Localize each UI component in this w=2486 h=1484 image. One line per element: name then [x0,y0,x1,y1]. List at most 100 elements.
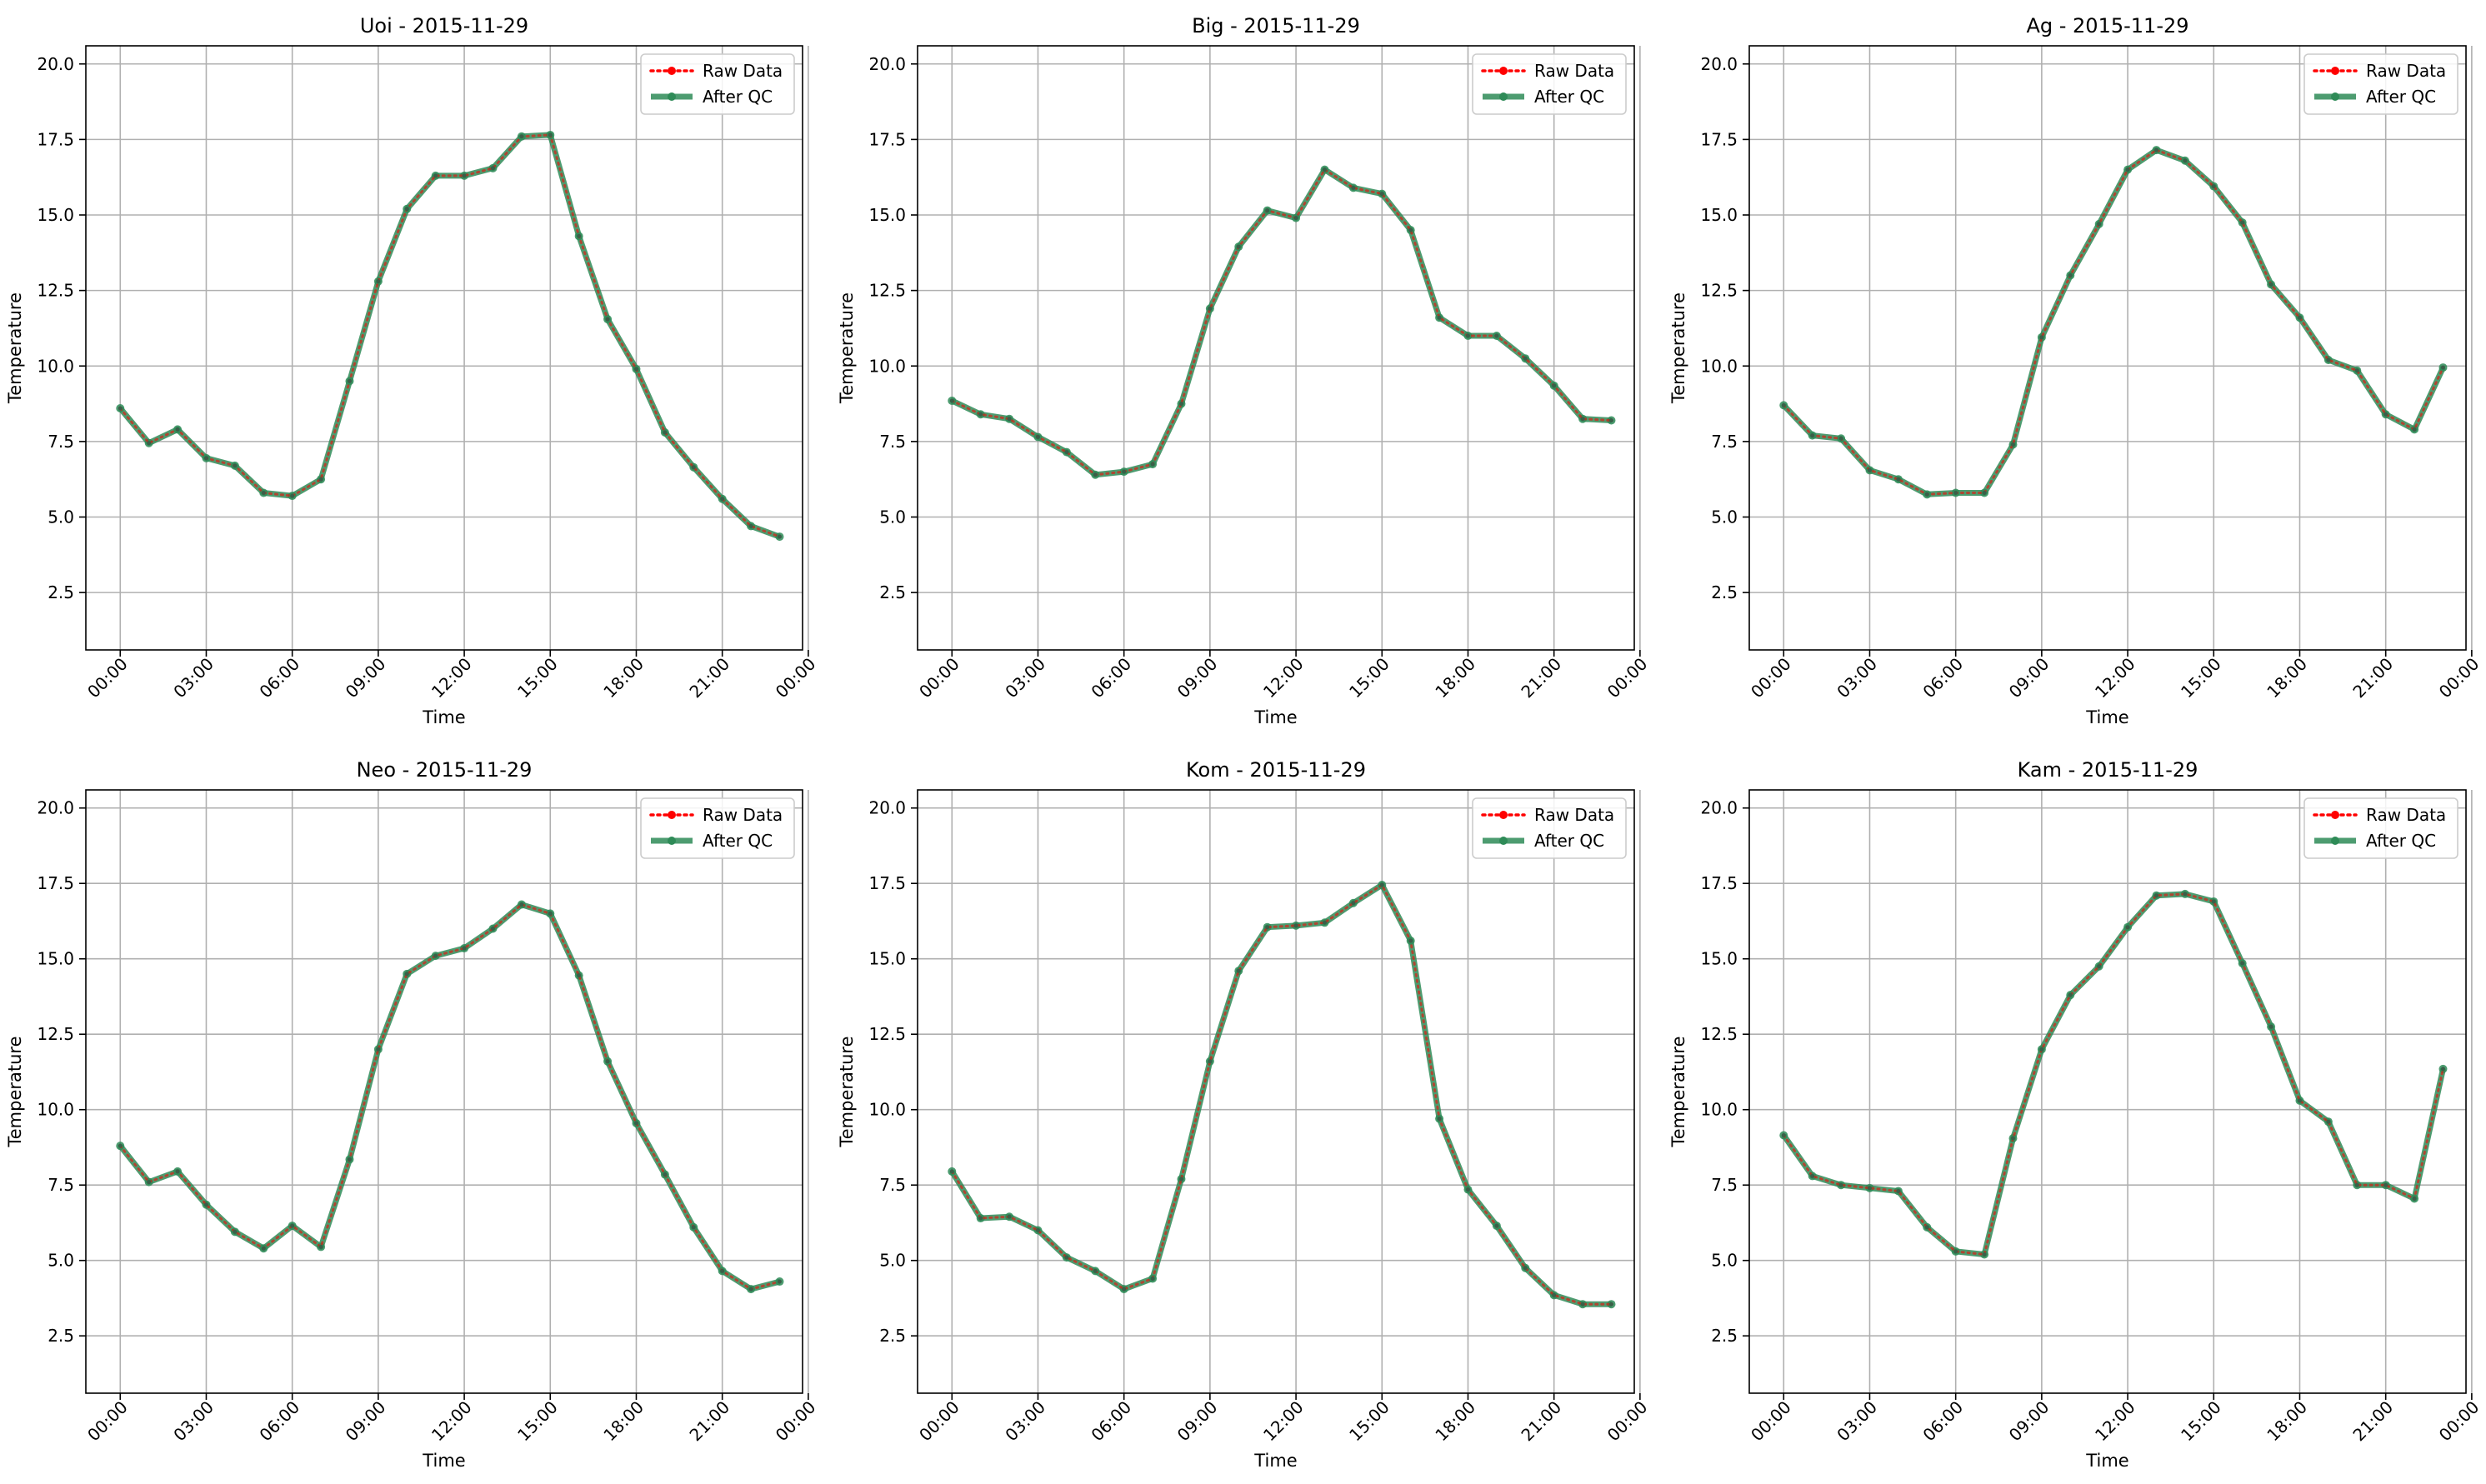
data-point-raw-data [633,367,638,372]
data-point-raw-data [1122,1287,1127,1292]
data-point-raw-data [147,1180,152,1185]
x-tick-label: 00:00 [915,654,963,702]
data-point-raw-data [1150,1276,1155,1281]
data-point-raw-data [777,1279,782,1284]
data-point-raw-data [1523,356,1528,361]
data-point-raw-data [2240,220,2245,225]
data-point-raw-data [519,134,524,139]
data-point-raw-data [605,1059,610,1064]
data-point-raw-data [1608,418,1613,422]
data-point-raw-data [949,398,954,403]
data-point-raw-data [1178,1177,1183,1182]
data-point-raw-data [2268,1024,2273,1029]
data-point-raw-data [290,1223,295,1228]
legend-marker-raw-data [1499,811,1508,819]
y-tick-label: 10.0 [37,1100,74,1120]
data-point-raw-data [1580,1302,1585,1307]
y-tick-label: 12.5 [37,281,74,301]
data-point-raw-data [577,233,582,238]
legend-marker-raw-data [1499,67,1508,75]
x-tick-label: 06:00 [255,654,303,702]
x-tick-label: 03:00 [1001,654,1049,702]
y-tick-label: 17.5 [868,873,906,893]
y-tick-label: 10.0 [37,356,74,376]
data-point-raw-data [1838,436,1843,441]
data-point-raw-data [462,173,467,178]
legend: Raw Data After QC [1472,797,1627,859]
y-tick-label: 20.0 [37,54,74,74]
x-tick-label: 12:00 [428,1397,476,1446]
data-point-raw-data [2440,365,2445,370]
x-tick-label: 15:00 [2177,654,2225,702]
x-tick-label: 18:00 [599,654,648,702]
y-tick-label: 20.0 [37,798,74,818]
data-point-raw-data [2039,335,2044,340]
chart-panel: 2.5 5.0 7.5 10.0 12.5 15.0 17.5 20.0 00:00 03:00 0… [837,758,1651,1471]
chart-title: Ag - 2015-11-29 [2026,14,2188,37]
data-point-raw-data [404,972,409,977]
legend: Raw Data After QC [640,797,795,859]
x-axis-label: Time [2085,707,2128,727]
data-point-raw-data [1494,333,1499,338]
series-line-after-qc [118,902,781,1292]
legend-label: Raw Data [1534,805,1614,825]
x-tick-label: 09:00 [342,654,390,702]
data-point-raw-data [1437,1117,1442,1122]
y-tick-label: 5.0 [879,507,906,527]
data-point-raw-data [978,412,983,417]
data-point-raw-data [2412,1197,2417,1202]
y-axis-label: Temperature [5,1036,25,1147]
x-tick-label: 15:00 [1345,654,1393,702]
legend-label: Raw Data [703,61,783,81]
data-point-raw-data [1150,462,1155,467]
data-point-raw-data [1007,1214,1012,1219]
y-axis-label: Temperature [1668,1036,1688,1147]
data-point-raw-data [1122,469,1127,474]
data-point-raw-data [404,207,409,212]
data-point-raw-data [1494,1223,1499,1228]
data-point-raw-data [548,132,553,137]
data-point-raw-data [1265,925,1270,930]
legend-label: Raw Data [1534,61,1614,81]
x-tick-label: 09:00 [1173,654,1222,702]
data-point-raw-data [748,1287,753,1292]
series-line-raw-data [950,882,1613,1306]
x-tick-label: 15:00 [513,1397,562,1446]
y-axis-label: Temperature [837,292,857,404]
y-tick-label: 17.5 [37,873,74,893]
data-point-raw-data [147,441,152,446]
y-tick-label: 17.5 [868,129,906,149]
data-point-raw-data [2412,427,2417,432]
data-point-raw-data [1896,477,1901,482]
data-point-raw-data [1064,450,1069,455]
axes-frame [1748,789,2467,1394]
x-axis-label: Time [2085,1451,2128,1471]
data-point-raw-data [2068,992,2073,997]
data-point-raw-data [1810,433,1815,438]
x-tick-label: 00:00 [83,654,132,702]
x-axis-label: Time [1253,707,1297,727]
legend: Raw Data After QC [640,53,795,115]
x-tick-label: 00:00 [1747,654,1795,702]
y-tick-label: 12.5 [1700,281,1738,301]
x-tick-label: 21:00 [2348,1397,2397,1446]
x-tick-label: 12:00 [2091,654,2139,702]
y-tick-label: 7.5 [48,432,74,452]
data-point-raw-data [691,465,696,470]
y-tick-label: 7.5 [1711,1175,1738,1195]
y-tick-label: 12.5 [37,1024,74,1044]
x-tick-label: 03:00 [1001,1397,1049,1446]
data-point-raw-data [433,173,438,178]
x-tick-label: 18:00 [1431,654,1479,702]
data-point-raw-data [577,973,582,978]
y-tick-label: 2.5 [48,582,74,602]
data-point-raw-data [2326,357,2331,362]
series-line-raw-data [950,167,1613,477]
x-tick-label: 06:00 [1087,654,1135,702]
chart-panel: 2.5 5.0 7.5 10.0 12.5 15.0 17.5 20.0 00:00 03:00 0… [1668,758,2483,1471]
data-point-raw-data [548,911,553,916]
x-axis-label: Time [1253,1451,1297,1471]
data-point-raw-data [347,1157,352,1162]
axes-frame [917,789,1635,1394]
data-point-raw-data [376,1047,381,1052]
